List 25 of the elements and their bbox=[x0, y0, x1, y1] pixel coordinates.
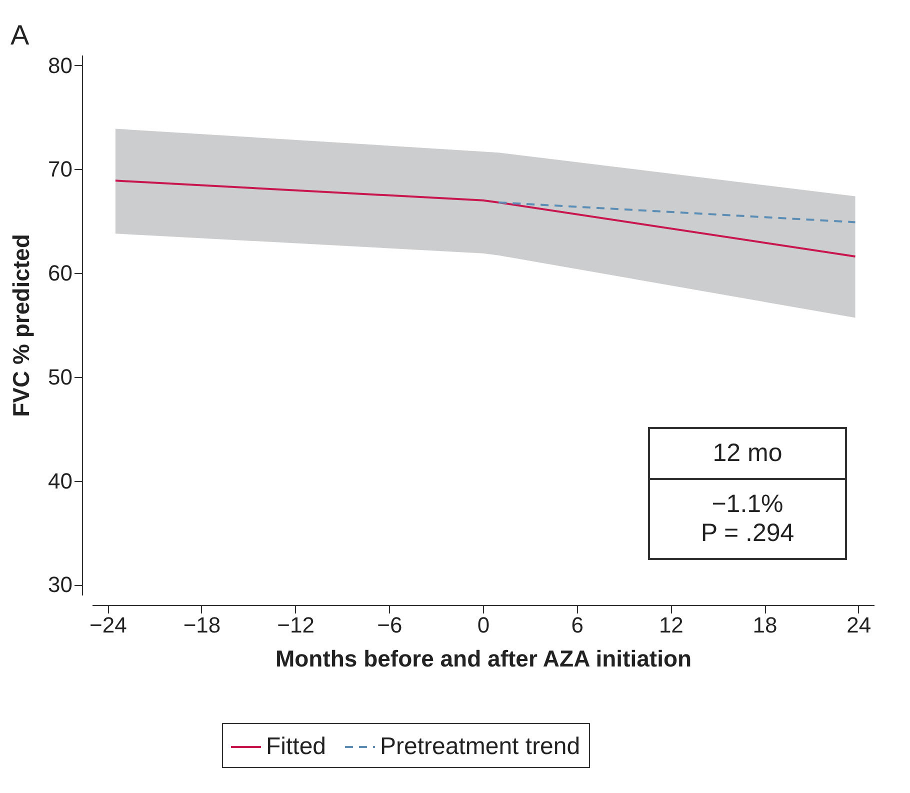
annotation: −1.1% bbox=[710, 490, 784, 519]
x-tick-label: −6 bbox=[377, 612, 402, 638]
y-tick-label: 60 bbox=[48, 260, 72, 286]
y-tick-label: 50 bbox=[48, 364, 72, 390]
y-tick-label: 80 bbox=[48, 52, 72, 78]
legend-label: Fitted bbox=[266, 733, 326, 760]
x-tick-label: −18 bbox=[183, 612, 221, 638]
x-tick-label: 12 bbox=[658, 612, 684, 638]
x-axis-title: Months before and after AZA initiation bbox=[275, 646, 692, 672]
annotation: 12 mo bbox=[650, 429, 845, 480]
x-tick-label: 0 bbox=[477, 612, 490, 638]
y-tick-label: 70 bbox=[48, 156, 72, 182]
note-box: 12 mo −1.1% P = .294 bbox=[648, 427, 847, 560]
annotation: P = .294 bbox=[700, 519, 796, 548]
x-tick-label: −12 bbox=[277, 612, 314, 638]
x-tick-label: −24 bbox=[89, 612, 127, 638]
line-series bbox=[114, 180, 856, 258]
y-tick-label: 40 bbox=[48, 468, 72, 494]
x-tick-label: 6 bbox=[571, 612, 584, 638]
y-tick-label: 30 bbox=[48, 572, 72, 598]
x-tick-label: 24 bbox=[846, 612, 872, 638]
legend-label: Pretreatment trend bbox=[380, 733, 580, 760]
chart-title: A bbox=[10, 19, 30, 50]
y-axis-title: FVC % predicted bbox=[8, 234, 34, 417]
x-tick-label: 18 bbox=[752, 612, 778, 638]
